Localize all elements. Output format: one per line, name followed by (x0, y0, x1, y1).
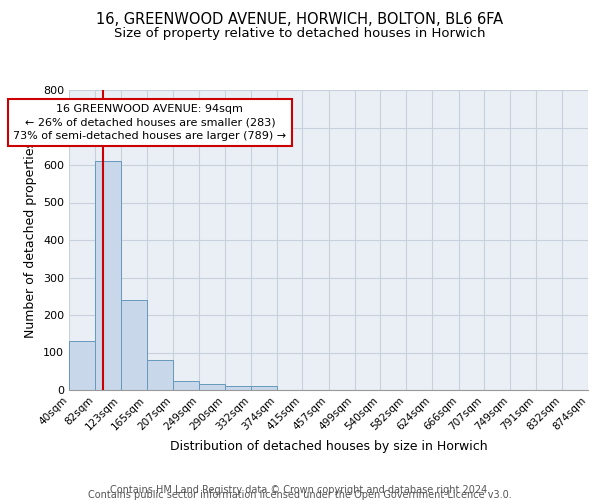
Y-axis label: Number of detached properties: Number of detached properties (25, 142, 37, 338)
Bar (69, 341, 95, 390)
Text: Contains HM Land Registry data © Crown copyright and database right 2024.: Contains HM Land Registry data © Crown c… (110, 485, 490, 495)
X-axis label: Distribution of detached houses by size in Horwich: Distribution of detached houses by size … (170, 440, 487, 453)
Bar (251, 386, 277, 390)
Bar (95, 161, 121, 390)
Text: Size of property relative to detached houses in Horwich: Size of property relative to detached ho… (114, 28, 486, 40)
Text: 16, GREENWOOD AVENUE, HORWICH, BOLTON, BL6 6FA: 16, GREENWOOD AVENUE, HORWICH, BOLTON, B… (97, 12, 503, 28)
Bar (121, 300, 147, 390)
Bar (147, 360, 173, 390)
Bar (173, 380, 199, 390)
Text: 16 GREENWOOD AVENUE: 94sqm
← 26% of detached houses are smaller (283)
73% of sem: 16 GREENWOOD AVENUE: 94sqm ← 26% of deta… (13, 104, 286, 141)
Bar (224, 386, 251, 390)
Text: Contains public sector information licensed under the Open Government Licence v3: Contains public sector information licen… (88, 490, 512, 500)
Bar (199, 384, 224, 390)
